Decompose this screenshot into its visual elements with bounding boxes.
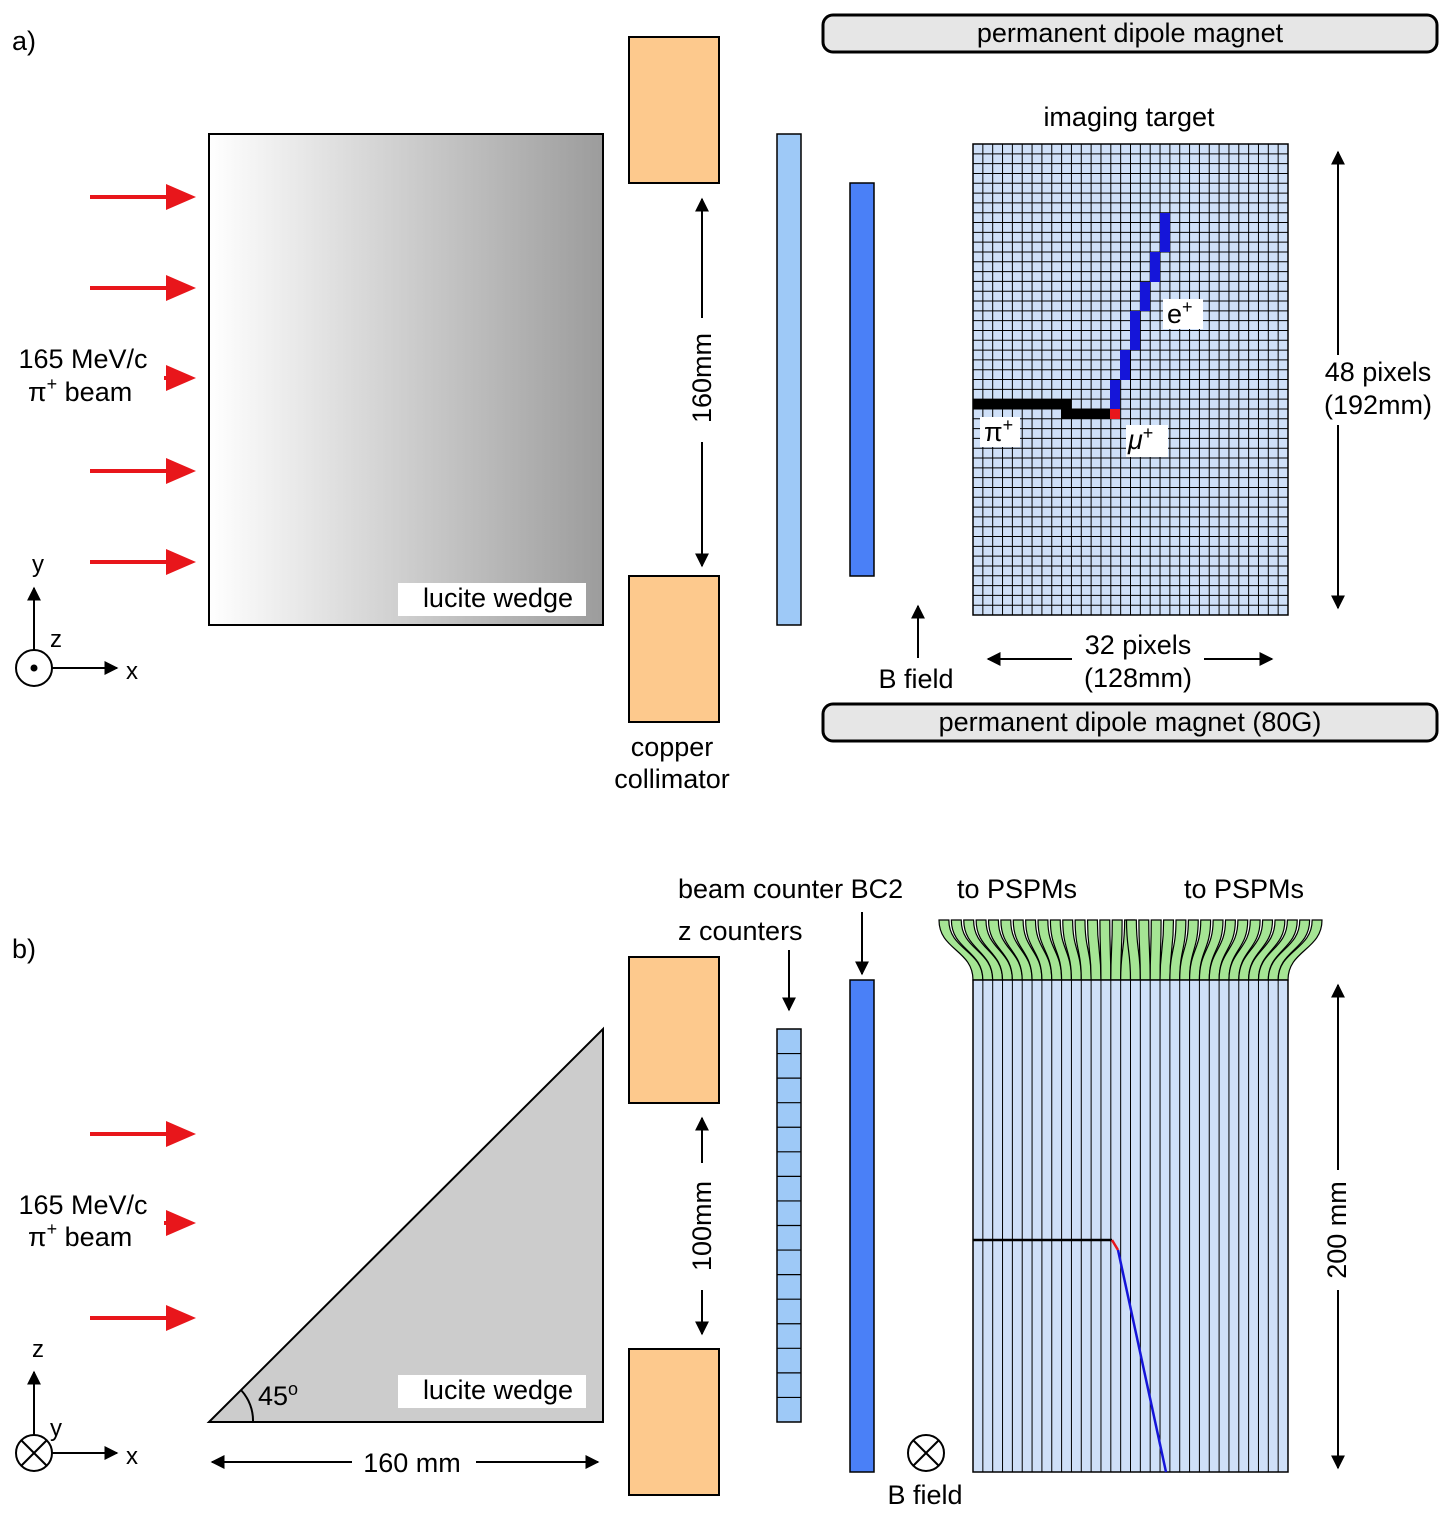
y-into-cross-icon bbox=[20, 1439, 48, 1467]
collimator-gap-label-b: 100mm bbox=[687, 1181, 717, 1271]
pspm-right-label: to PSPMs bbox=[1184, 874, 1304, 904]
beam-energy-label: 165 MeV/c bbox=[18, 344, 147, 374]
positron-track bbox=[1110, 380, 1120, 409]
imaging-target-label: imaging target bbox=[1043, 102, 1215, 132]
collimator-label-1: copper bbox=[631, 732, 714, 762]
b-field-cross-icon bbox=[912, 1439, 940, 1467]
pion-label-bg bbox=[980, 417, 1020, 447]
pion-track-step bbox=[1061, 409, 1110, 419]
copper-collimator-bottom-b bbox=[628, 1348, 720, 1496]
muon-track-b bbox=[1110, 1239, 1120, 1251]
target-height-label: 200 mm bbox=[1322, 1181, 1352, 1279]
beam-counter-bc2 bbox=[849, 979, 875, 1473]
panel-b-label: b) bbox=[12, 934, 36, 964]
wedge-angle-label: 45o bbox=[258, 1379, 298, 1411]
wedge-width-label: 160 mm bbox=[363, 1448, 461, 1478]
z-counters-label: z counters bbox=[678, 916, 803, 946]
muon-label-bg bbox=[1126, 425, 1168, 457]
axis-y-label-b: y bbox=[50, 1415, 62, 1442]
beam-arrow-head bbox=[166, 1210, 196, 1236]
copper-collimator-top bbox=[628, 36, 720, 184]
beam-arrows-b bbox=[90, 1121, 196, 1331]
b-field-label-b: B field bbox=[887, 1480, 962, 1510]
axis-z-label-b: z bbox=[32, 1336, 44, 1363]
track-a bbox=[973, 213, 1170, 419]
pion-track bbox=[973, 399, 1071, 409]
beam-particle-label: π+ beam bbox=[28, 374, 132, 407]
z-counter-segments bbox=[777, 1052, 801, 1399]
lucite-wedge bbox=[208, 133, 604, 626]
magnet-bottom bbox=[821, 702, 1439, 743]
beam-arrow-head bbox=[166, 275, 196, 301]
collimator-label-2: collimator bbox=[614, 764, 730, 794]
fiber-to-pspm bbox=[1138, 919, 1151, 981]
z-out-dot-icon bbox=[30, 664, 38, 672]
width-mm-label: (128mm) bbox=[1084, 663, 1192, 693]
magnet-top-label: permanent dipole magnet bbox=[977, 18, 1284, 48]
positron-track bbox=[1140, 282, 1150, 311]
beam-arrow-head bbox=[166, 549, 196, 575]
beam-arrow-head bbox=[166, 1305, 196, 1331]
lucite-wedge-label-b: lucite wedge bbox=[423, 1375, 573, 1405]
axis-z-label: z bbox=[50, 626, 62, 653]
fiber-to-pspm bbox=[1277, 919, 1323, 981]
fiber-target-lines bbox=[982, 980, 1279, 1472]
axis-triad-b: z y x bbox=[15, 1336, 138, 1472]
collimator-gap-label: 160mm bbox=[687, 333, 717, 423]
height-pixels-label: 48 pixels bbox=[1325, 357, 1432, 387]
wedge-angle-arc bbox=[240, 1389, 255, 1423]
axis-x-label-b: x bbox=[126, 1443, 138, 1470]
positron-track bbox=[1150, 252, 1160, 282]
beam-counter-bc2-a bbox=[849, 182, 875, 577]
lucite-wedge-label: lucite wedge bbox=[423, 583, 573, 613]
bc2-label: beam counter BC2 bbox=[678, 874, 903, 904]
width-pixels-label: 32 pixels bbox=[1085, 630, 1192, 660]
magnet-top bbox=[821, 13, 1439, 54]
lucite-wedge-triangle bbox=[206, 1026, 604, 1423]
magnet-bottom-label: permanent dipole magnet (80G) bbox=[939, 707, 1322, 737]
fiber-to-pspm bbox=[1099, 919, 1112, 981]
z-counter-bar-a bbox=[776, 133, 802, 626]
fiber-bundle bbox=[938, 919, 1323, 981]
panel-a-label: a) bbox=[12, 26, 36, 56]
lucite-wedge-label-bg-b bbox=[398, 1375, 586, 1408]
lucite-wedge-label-bg bbox=[398, 583, 586, 616]
fiber-to-pspm bbox=[1149, 919, 1162, 981]
pion-label: π+ bbox=[984, 415, 1013, 447]
beam-arrows-a bbox=[90, 184, 196, 575]
axis-triad-a: y z x bbox=[15, 551, 138, 687]
muon-track bbox=[1110, 409, 1120, 419]
positron-track bbox=[1160, 213, 1170, 252]
beam-arrow-head bbox=[166, 458, 196, 484]
axis-y-label: y bbox=[32, 551, 44, 578]
pspm-left-label: to PSPMs bbox=[957, 874, 1077, 904]
beam-energy-label-b: 165 MeV/c bbox=[18, 1190, 147, 1220]
positron-track bbox=[1120, 350, 1130, 380]
panel-b: b) 165 MeV/c π+ beam 45o lucite wedge 16… bbox=[12, 874, 1352, 1510]
muon-label: μ+ bbox=[1127, 423, 1153, 455]
axis-x-label: x bbox=[126, 658, 138, 685]
copper-collimator-top-b bbox=[628, 956, 720, 1104]
panel-a: a) permanent dipole magnet permanent dip… bbox=[12, 13, 1439, 794]
beam-particle-label-b: π+ beam bbox=[28, 1219, 132, 1252]
positron-label-bg bbox=[1163, 299, 1203, 329]
positron-track bbox=[1130, 311, 1140, 350]
positron-label: e+ bbox=[1167, 297, 1193, 329]
beam-arrow-head bbox=[166, 365, 196, 391]
beam-arrow-head bbox=[166, 184, 196, 210]
copper-collimator-bottom bbox=[628, 575, 720, 723]
positron-track-b bbox=[1116, 1249, 1168, 1473]
height-mm-label: (192mm) bbox=[1324, 390, 1432, 420]
b-field-label-a: B field bbox=[878, 664, 953, 694]
beam-arrow-head bbox=[166, 1121, 196, 1147]
